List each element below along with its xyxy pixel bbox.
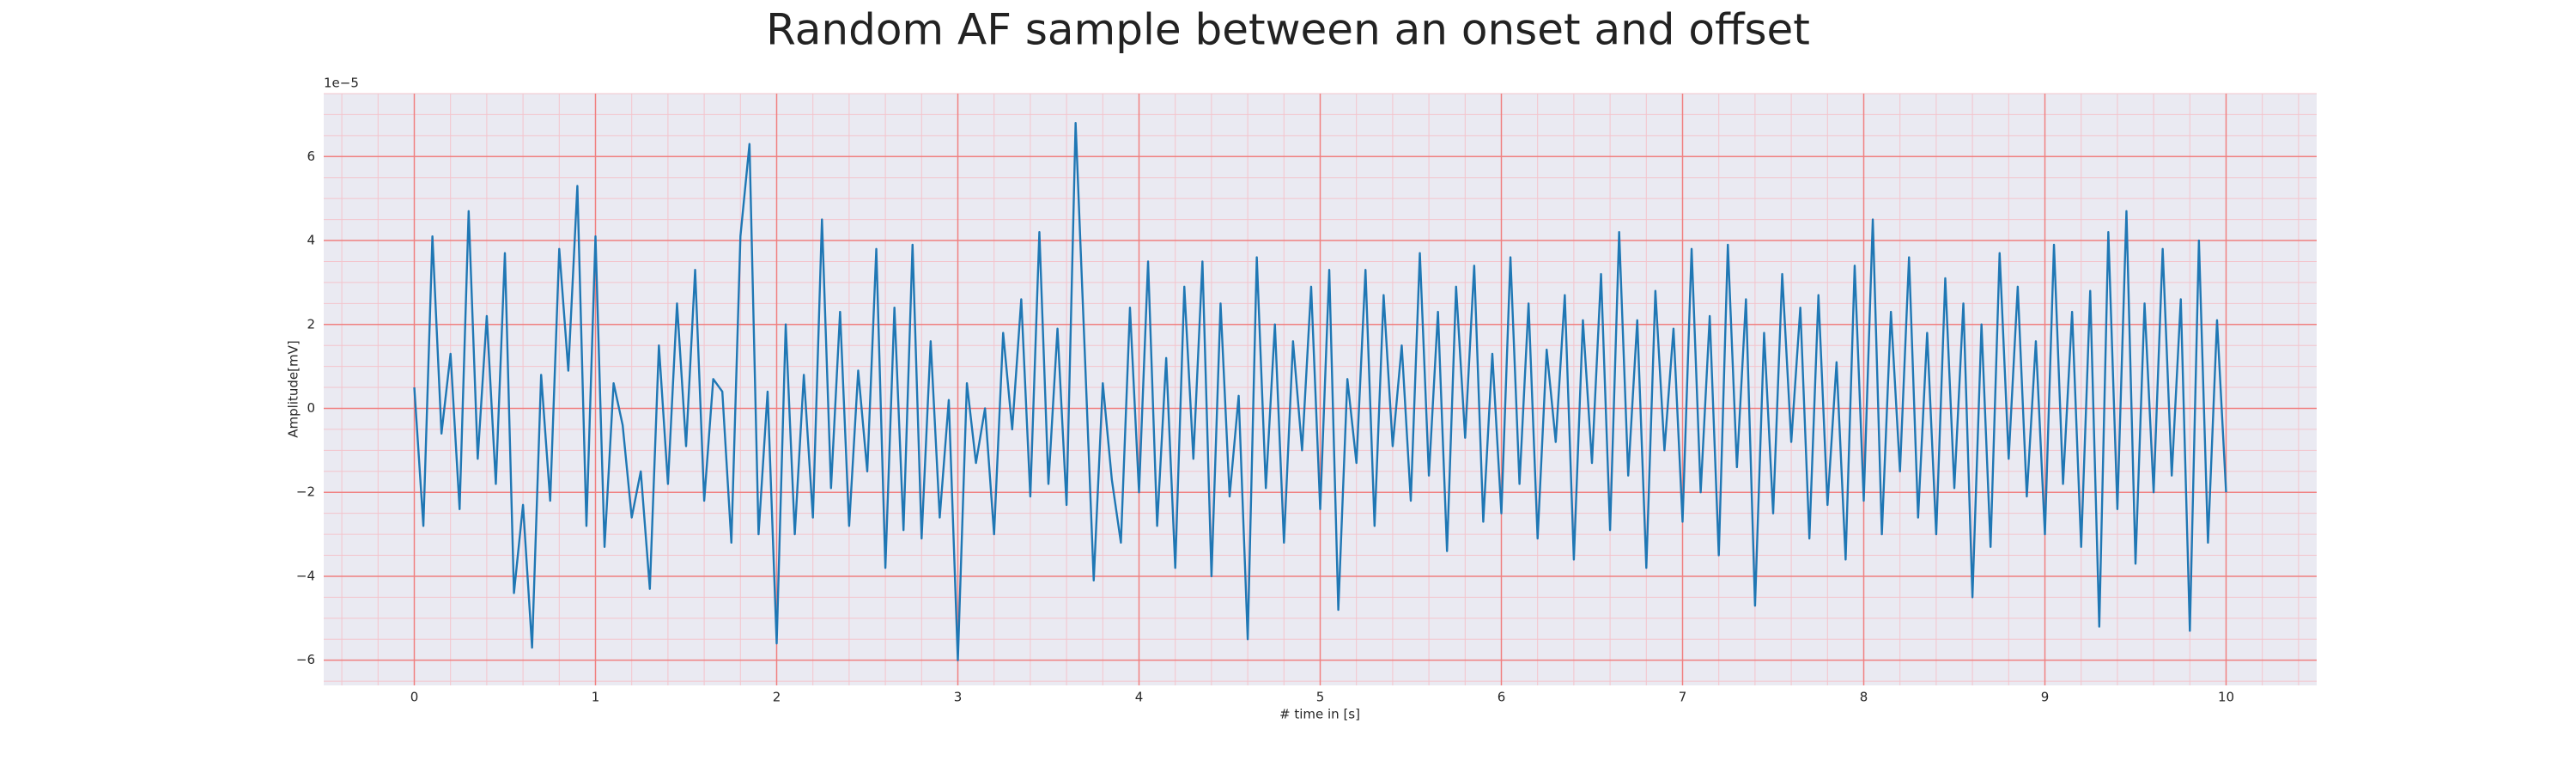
x-tick-label: 3 xyxy=(954,690,963,705)
y-tick-label: −4 xyxy=(296,568,315,583)
x-tick-label: 2 xyxy=(773,690,781,705)
x-tick-label: 8 xyxy=(1860,690,1868,705)
x-tick-label: 6 xyxy=(1498,690,1506,705)
signal-line xyxy=(413,122,2227,661)
x-tick-label: 10 xyxy=(2218,690,2234,705)
y-tick-label: 0 xyxy=(307,400,315,416)
x-tick-label: 4 xyxy=(1135,690,1144,705)
y-offset-label: 1e−5 xyxy=(324,76,359,91)
y-tick-label: −6 xyxy=(296,652,315,667)
y-tick-label: 2 xyxy=(307,316,315,332)
y-tick-label: −2 xyxy=(296,484,315,500)
x-tick-label: 9 xyxy=(2041,690,2050,705)
x-tick-label: 7 xyxy=(1679,690,1687,705)
x-tick-label: 5 xyxy=(1316,690,1325,705)
chart-title: Random AF sample between an onset and of… xyxy=(766,5,1810,55)
x-axis-label: # time in [s] xyxy=(1279,707,1360,722)
y-tick-label: 6 xyxy=(307,149,315,164)
x-tick-label: 0 xyxy=(410,690,419,705)
y-tick-label: 4 xyxy=(307,233,315,248)
y-axis-label: Amplitude[mV] xyxy=(286,340,301,437)
x-tick-label: 1 xyxy=(592,690,600,705)
